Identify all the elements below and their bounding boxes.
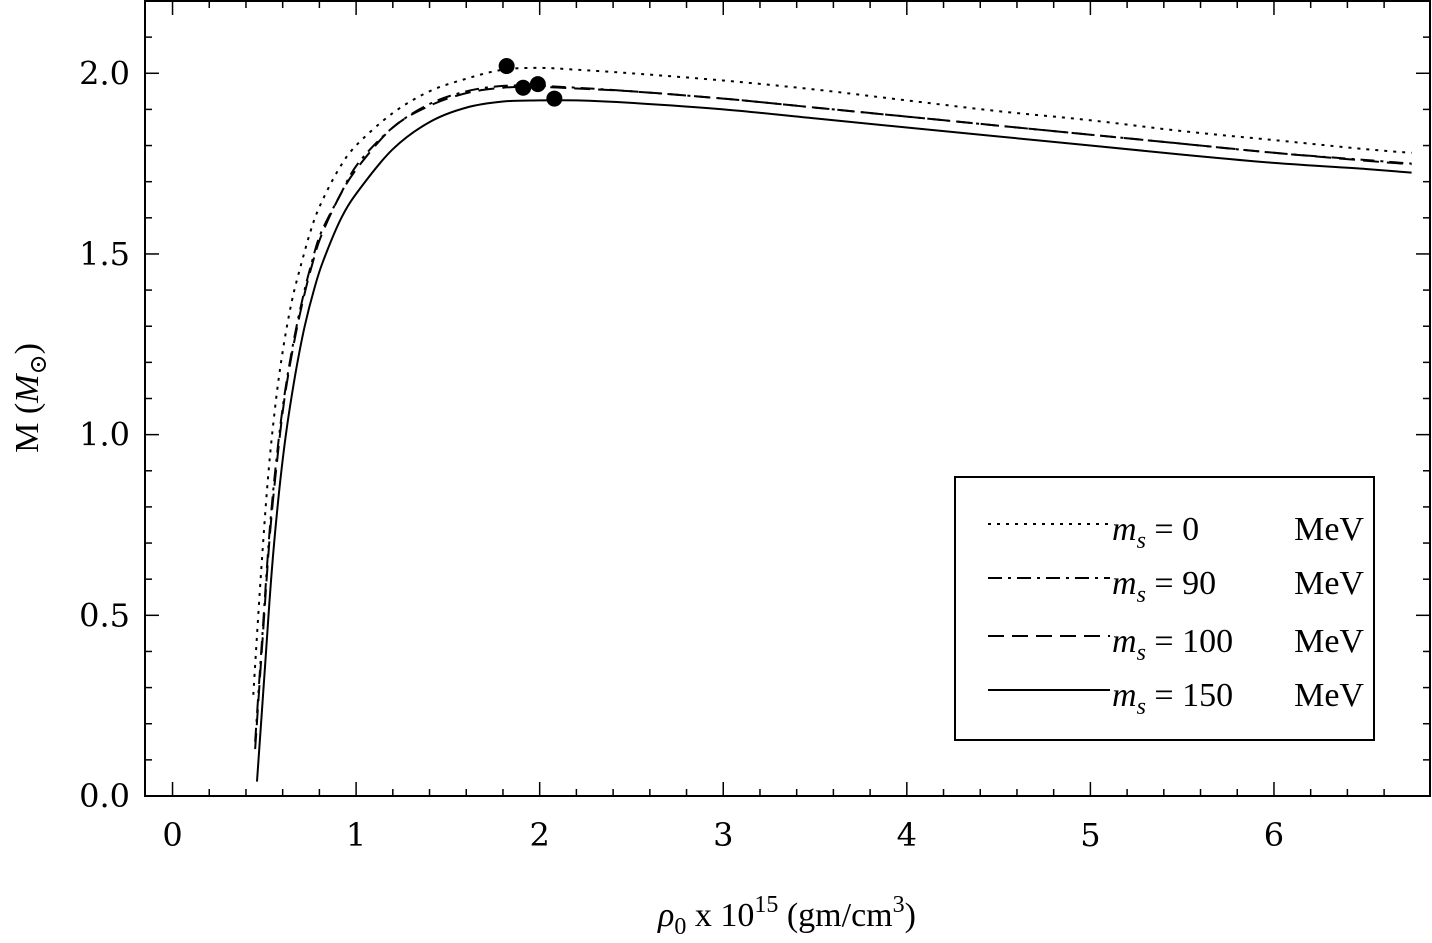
y-tick-label: 0.0 xyxy=(79,777,130,815)
x-tick-label: 3 xyxy=(713,816,733,854)
legend-unit: MeV xyxy=(1294,511,1364,548)
legend-entry-ms-0: ms = 0 MeV xyxy=(988,511,1364,554)
x-tick-label: 0 xyxy=(162,816,182,854)
svg-text:ms = 150: ms = 150 xyxy=(1112,677,1233,720)
series-line-dashdot xyxy=(254,84,1412,742)
legend-entry-ms-100: ms = 100 MeV xyxy=(988,623,1364,666)
legend-box xyxy=(954,476,1375,741)
series-line-dashed xyxy=(254,85,1412,750)
axis-ticks xyxy=(145,0,1430,797)
x-tick-label: 2 xyxy=(529,816,549,854)
legend-entry-ms-90: ms = 90 MeV xyxy=(988,565,1364,608)
axis-tick-labels: 0 1 2 3 4 5 6 0.0 0.5 1.0 1.5 2.0 xyxy=(79,54,1284,854)
max-mass-marker xyxy=(529,76,546,93)
x-axis-title: ρ0 x 1015 (gm/cm3) xyxy=(657,892,916,940)
series-line-dotted xyxy=(252,66,1412,695)
x-tick-label: 6 xyxy=(1264,816,1284,854)
y-axis-title: M (M⊙) xyxy=(9,343,52,453)
legend-label-m: m xyxy=(1112,511,1137,548)
svg-text:ms = 0: ms = 0 xyxy=(1112,511,1199,554)
max-mass-marker xyxy=(546,90,563,107)
legend-unit: MeV xyxy=(1294,677,1364,714)
legend-unit: MeV xyxy=(1294,623,1364,660)
series-line-solid xyxy=(255,99,1412,782)
legend-label-m: m xyxy=(1112,623,1137,660)
legend-label-m: m xyxy=(1112,565,1137,602)
x-tick-label: 5 xyxy=(1080,816,1100,854)
svg-text:ms = 100: ms = 100 xyxy=(1112,623,1233,666)
legend-entry-ms-150: ms = 150 MeV xyxy=(988,677,1364,720)
x-tick-label: 4 xyxy=(897,816,917,854)
max-mass-marker xyxy=(515,79,532,96)
series-lines xyxy=(252,66,1412,782)
max-mass-marker xyxy=(498,58,515,75)
y-tick-label: 0.5 xyxy=(79,596,130,634)
y-tick-label: 1.5 xyxy=(79,235,130,273)
max-mass-markers xyxy=(498,58,563,107)
y-tick-label: 2.0 xyxy=(79,54,130,92)
x-tick-label: 1 xyxy=(346,816,366,854)
legend: ms = 0 MeV ms = 90 MeV ms = 100 MeV ms =… xyxy=(954,476,1375,741)
legend-label-m: m xyxy=(1112,677,1137,714)
y-tick-label: 1.0 xyxy=(79,416,130,454)
legend-unit: MeV xyxy=(1294,565,1364,602)
svg-text:ms = 90: ms = 90 xyxy=(1112,565,1216,608)
